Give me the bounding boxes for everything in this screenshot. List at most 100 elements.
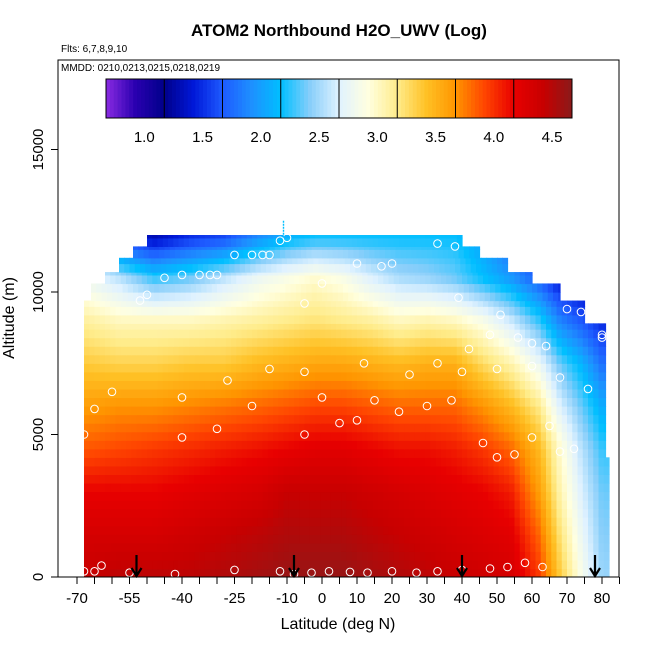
- heatmap-cell: [467, 559, 474, 570]
- heatmap-cell: [262, 491, 269, 501]
- heatmap-cell: [257, 423, 264, 433]
- heatmap-cell: [241, 314, 248, 324]
- heatmap-cell: [441, 346, 447, 356]
- heatmap-cell: [582, 525, 589, 535]
- heatmap-cell: [89, 491, 96, 501]
- heatmap-cell: [393, 380, 400, 390]
- heatmap-cell: [115, 517, 122, 527]
- colorbar-segment: [482, 79, 488, 118]
- heatmap-cell: [351, 465, 358, 475]
- sample-point: [212, 270, 222, 280]
- heatmap-cell: [325, 380, 332, 390]
- heatmap-cell: [136, 508, 143, 518]
- heatmap-cell: [294, 274, 300, 285]
- heatmap-cell: [432, 249, 439, 259]
- heatmap-cell: [320, 380, 327, 390]
- heatmap-cell: [372, 371, 379, 381]
- heatmap-cell: [477, 414, 484, 424]
- heatmap-cell: [162, 397, 169, 407]
- heatmap-cell: [157, 491, 164, 501]
- heatmap-cell: [435, 500, 442, 510]
- colorbar-segment: [471, 79, 476, 118]
- heatmap-cell: [344, 263, 351, 273]
- heatmap-cell: [488, 440, 495, 450]
- heatmap-cell: [346, 397, 353, 407]
- heatmap-cell: [141, 346, 148, 356]
- heatmap-cell: [414, 371, 421, 381]
- heatmap-cell: [514, 388, 521, 399]
- heatmap-cell: [451, 314, 458, 324]
- heatmap-cell: [192, 257, 199, 265]
- heatmap-cell: [504, 491, 510, 501]
- sample-point: [485, 564, 495, 573]
- heatmap-cell: [168, 500, 174, 510]
- heatmap-cell: [152, 482, 159, 493]
- colorbar-segment: [362, 79, 367, 118]
- heatmap-cell: [288, 508, 295, 518]
- heatmap-cell: [246, 306, 253, 316]
- heatmap-cell: [430, 457, 437, 467]
- heatmap-cell: [94, 474, 101, 484]
- heatmap-cell: [509, 414, 516, 424]
- heatmap-cell: [383, 431, 390, 441]
- heatmap-cell: [136, 500, 143, 510]
- heatmap-cell: [267, 274, 274, 285]
- heatmap-cell: [588, 534, 594, 544]
- sample-point: [454, 293, 463, 303]
- heatmap-cell: [147, 431, 153, 441]
- heatmap-cell: [446, 500, 453, 510]
- heatmap-cell: [414, 329, 421, 339]
- heatmap-cell: [257, 534, 264, 544]
- heatmap-cell: [189, 371, 195, 381]
- heatmap-cell: [147, 500, 153, 510]
- heatmap-cell: [283, 363, 290, 373]
- heatmap-cell: [182, 263, 188, 273]
- heatmap-cell: [105, 414, 111, 424]
- heatmap-cell: [535, 354, 542, 364]
- heatmap-cell: [477, 440, 484, 450]
- heatmap-cell: [493, 431, 500, 441]
- sample-point: [597, 333, 607, 342]
- heatmap-cell: [456, 474, 463, 484]
- heatmap-cell: [325, 337, 332, 347]
- heatmap-cell: [588, 323, 594, 330]
- heatmap-cell: [199, 388, 206, 399]
- heatmap-cell: [238, 283, 244, 293]
- heatmap-cell: [383, 465, 390, 475]
- heatmap-cell: [556, 534, 563, 544]
- heatmap-cell: [467, 388, 474, 399]
- heatmap-cell: [315, 559, 321, 570]
- heatmap-cell: [519, 457, 526, 467]
- heatmap-cell: [178, 517, 185, 527]
- heatmap-cell: [131, 517, 138, 527]
- heatmap-cell: [267, 500, 274, 510]
- heatmap-cell: [425, 474, 432, 484]
- heatmap-cell: [519, 329, 526, 339]
- heatmap-cell: [516, 283, 523, 293]
- heatmap-cell: [126, 272, 132, 276]
- heatmap-cell: [141, 406, 148, 416]
- heatmap-cell: [162, 457, 169, 467]
- heatmap-cell: [168, 380, 174, 390]
- heatmap-cell: [131, 534, 138, 544]
- heatmap-cell: [320, 354, 327, 364]
- heatmap-cell: [269, 292, 276, 302]
- heatmap-cell: [246, 508, 253, 518]
- heatmap-cell: [388, 482, 395, 493]
- heatmap-cell: [325, 448, 332, 458]
- heatmap-cell: [448, 249, 454, 259]
- heatmap-cell: [598, 491, 605, 501]
- colorbar-segment: [265, 79, 270, 118]
- heatmap-cell: [168, 517, 174, 527]
- heatmap-cell: [183, 346, 190, 356]
- heatmap-cell: [451, 559, 458, 570]
- heatmap-cell: [504, 448, 510, 458]
- heatmap-cell: [371, 263, 377, 273]
- heatmap-cell: [430, 397, 437, 407]
- heatmap-cell: [199, 568, 206, 577]
- heatmap-cell: [383, 380, 390, 390]
- heatmap-cell: [236, 568, 243, 577]
- sample-point: [513, 333, 523, 342]
- heatmap-cell: [551, 559, 558, 570]
- heatmap-cell: [432, 292, 439, 302]
